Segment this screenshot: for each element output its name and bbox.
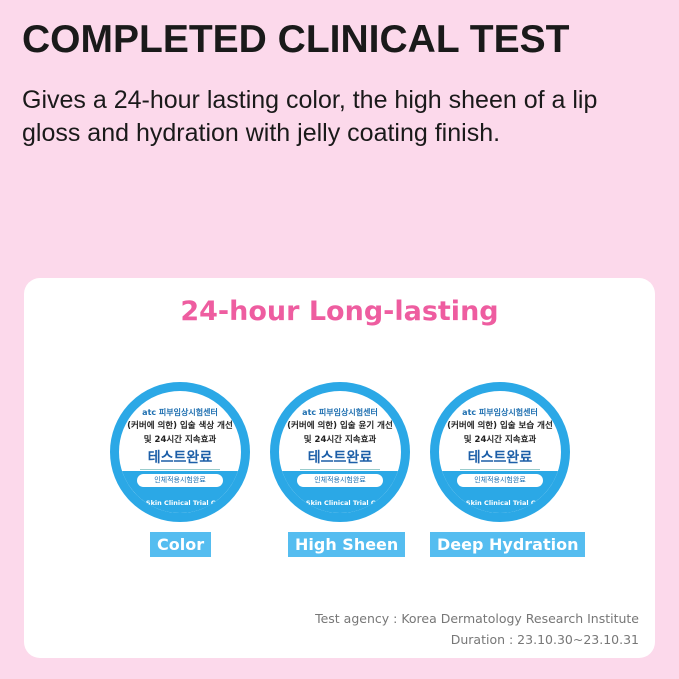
badge-line2: 및 24시간 지속효과 [303,435,377,445]
badge-pill: 인체적용시험완료 [297,474,383,487]
test-info: Test agency : Korea Dermatology Research… [315,608,639,650]
test-duration: Duration : 23.10.30~23.10.31 [450,632,639,647]
badge-atc: atc 피부임상시험센터 [302,408,378,417]
badge-line3: 테스트완료 [467,450,533,466]
certification-badge: atc 피부임상시험센터 (커버에 의한) 입술 윤기 개선 및 24시간 지속… [270,382,410,522]
badge-line1: (커버에 의한) 입술 색상 개선 [127,421,233,431]
divider [140,469,220,470]
badge-atc: atc 피부임상시험센터 [462,408,538,417]
test-agency: Test agency : Korea Dermatology Research… [315,611,639,626]
card-heading: 24-hour Long-lasting [180,296,499,327]
badge-line1: (커버에 의한) 입술 윤기 개선 [287,421,393,431]
certification-badge: atc 피부임상시험센터 (커버에 의한) 입술 보습 개선 및 24시간 지속… [430,382,570,522]
divider [460,469,540,470]
badge-ring-text: OATC Skin Clinical Trial Center [444,499,556,507]
badge-line2: 및 24시간 지속효과 [143,435,217,445]
badge-pill: 인체적용시험완료 [457,474,543,487]
badge-ring-text: OATC Skin Clinical Trial Center [284,499,396,507]
badge-pill: 인체적용시험완료 [137,474,223,487]
certification-badge: atc 피부임상시험센터 (커버에 의한) 입술 색상 개선 및 24시간 지속… [110,382,250,522]
badge-line3: 테스트완료 [307,450,373,466]
subtitle: Gives a 24-hour lasting color, the high … [22,86,598,147]
divider [300,469,380,470]
badge-label: Color [150,532,212,557]
badge-atc: atc 피부임상시험센터 [142,408,218,417]
badge-line1: (커버에 의한) 입술 보습 개선 [447,421,553,431]
badge-line2: 및 24시간 지속효과 [463,435,537,445]
page-title: COMPLETED CLINICAL TEST [22,18,570,61]
badge-label: High Sheen [288,532,406,557]
badge-line3: 테스트완료 [147,450,213,466]
badge-ring-text: OATC Skin Clinical Trial Center [124,499,236,507]
badge-label: Deep Hydration [430,532,586,557]
test-card: 24-hour Long-lasting atc 피부임상시험센터 (커버에 의… [24,278,655,658]
